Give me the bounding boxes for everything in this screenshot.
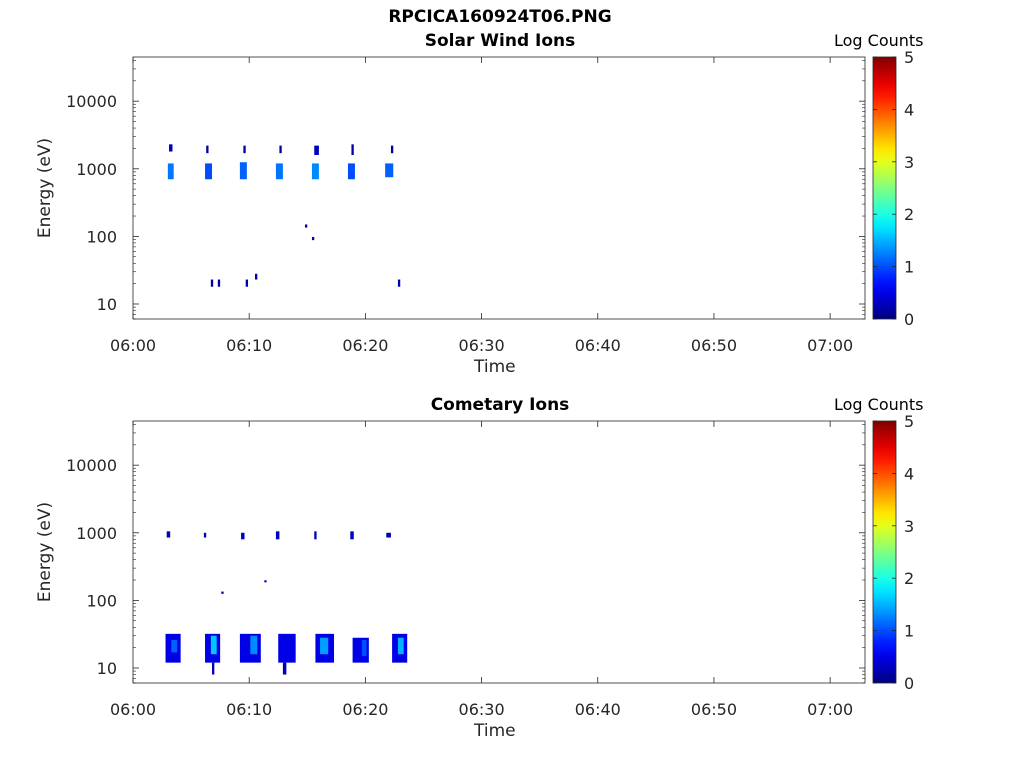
panel2-x-tick-label: 06:50 xyxy=(691,700,737,719)
panel1-data-cell xyxy=(275,163,283,180)
panel2-ylabel: Energy (eV) xyxy=(35,501,55,603)
panel2-y-tick-label: 1000 xyxy=(76,524,117,543)
panel2-data-cell xyxy=(264,580,267,583)
panel1-y-tick-label: 1000 xyxy=(76,160,117,179)
panel1-data-cell xyxy=(210,279,214,287)
panel2-data-cell xyxy=(203,532,207,538)
panel1-y-tick-label: 10000 xyxy=(66,92,117,111)
panel2-y-tick-label: 10 xyxy=(97,659,117,678)
panel2-data-cell xyxy=(282,662,287,675)
panel1-colorbar-tick-label: 3 xyxy=(904,153,914,172)
panel2-y-tick-label: 10000 xyxy=(66,456,117,475)
panel1-data-cell xyxy=(245,279,249,287)
panel1-x-tick-label: 07:00 xyxy=(807,336,853,355)
panel1-data-cell xyxy=(243,145,246,154)
panel1-data-cell xyxy=(239,162,247,180)
panel2-data-cell xyxy=(320,637,329,655)
panel1-colorbar-tick-label: 1 xyxy=(904,258,914,277)
panel2-data-cell xyxy=(241,532,245,540)
panel1-colorbar-tick-label: 5 xyxy=(904,48,914,67)
panel1-colorbar-tick-label: 2 xyxy=(904,205,914,224)
panel1-y-tick-label: 10 xyxy=(97,295,117,314)
panel1-data-cell xyxy=(390,145,394,154)
panel2-xlabel: Time xyxy=(474,721,516,741)
panel2-data-cell xyxy=(314,531,317,540)
panel1-colorbar-tick-label: 0 xyxy=(904,310,914,329)
panel1-x-tick-label: 06:20 xyxy=(342,336,388,355)
panel1-x-tick-label: 06:30 xyxy=(459,336,505,355)
panel1-xlabel: Time xyxy=(474,357,516,377)
panel2-data-cell xyxy=(275,531,280,540)
panel2-data-cell xyxy=(171,639,178,653)
panel1-y-tick-label: 100 xyxy=(86,227,117,246)
panel1-data-cell xyxy=(206,145,209,154)
panel2-data-cell xyxy=(350,531,354,540)
panel1-plot-area xyxy=(133,57,865,319)
panel1-axes-frame xyxy=(132,56,866,320)
panel1-colorbar-label: Log Counts xyxy=(834,31,924,50)
panel2-x-tick-label: 06:40 xyxy=(575,700,621,719)
panel1-data-cell xyxy=(217,279,221,287)
panel1-x-tick-label: 06:10 xyxy=(226,336,272,355)
panel2-axes-frame xyxy=(132,420,866,684)
panel1-colorbar xyxy=(872,56,897,320)
panel2-data-cell xyxy=(239,633,261,663)
panel2-data-cell xyxy=(278,633,296,663)
panel1-title: Solar Wind Ions xyxy=(424,31,576,51)
panel1-x-tick-label: 06:50 xyxy=(691,336,737,355)
panel2-data-cell xyxy=(361,639,367,657)
panel2-data-cell xyxy=(212,662,215,675)
panel1-data-cell xyxy=(279,145,282,154)
panel1-colorbar-tick-label: 4 xyxy=(904,100,914,119)
panel2-colorbar-tick-label: 2 xyxy=(904,569,914,588)
panel2-x-tick-label: 07:00 xyxy=(807,700,853,719)
panel2-colorbar-tick-label: 3 xyxy=(904,517,914,536)
panel2-x-tick-label: 06:30 xyxy=(459,700,505,719)
panel1-data-cell xyxy=(351,144,354,155)
panel2-data-cell xyxy=(397,637,404,655)
panel1-data-cell xyxy=(304,224,308,228)
panel1-x-tick-label: 06:40 xyxy=(575,336,621,355)
panel2-data-cell xyxy=(221,591,224,594)
panel2-data-cell xyxy=(250,635,258,655)
panel1-data-cell xyxy=(311,236,315,241)
panel2-x-tick-label: 06:10 xyxy=(226,700,272,719)
panel2-data-cell xyxy=(210,635,217,655)
panel2-colorbar-tick-label: 0 xyxy=(904,674,914,693)
panel1-data-cell xyxy=(205,163,213,180)
panel1-data-cell xyxy=(169,144,173,152)
panel2-y-tick-label: 100 xyxy=(86,591,117,610)
panel1-data-cell xyxy=(311,163,319,180)
panel2-x-tick-label: 06:00 xyxy=(110,700,156,719)
panel1-data-cell xyxy=(385,163,394,178)
panel2-x-tick-label: 06:20 xyxy=(342,700,388,719)
panel2-colorbar-tick-label: 4 xyxy=(904,464,914,483)
panel2-data-cell xyxy=(166,531,171,538)
panel2-data-cell xyxy=(386,532,391,538)
panel1-data-cell xyxy=(397,279,401,287)
panel2-colorbar xyxy=(872,420,897,684)
panel2-colorbar-tick-label: 5 xyxy=(904,412,914,431)
figure-title: RPCICA160924T06.PNG xyxy=(388,7,612,27)
panel1-data-cell xyxy=(255,273,258,280)
panel2-colorbar-label: Log Counts xyxy=(834,395,924,414)
panel1-data-cell xyxy=(167,163,174,180)
panel1-data-cell xyxy=(314,145,319,155)
panel1-x-tick-label: 06:00 xyxy=(110,336,156,355)
panel1-data-cell xyxy=(347,163,355,180)
panel2-colorbar-tick-label: 1 xyxy=(904,622,914,641)
panel2-title: Cometary Ions xyxy=(430,395,570,415)
panel1-ylabel: Energy (eV) xyxy=(35,137,55,239)
